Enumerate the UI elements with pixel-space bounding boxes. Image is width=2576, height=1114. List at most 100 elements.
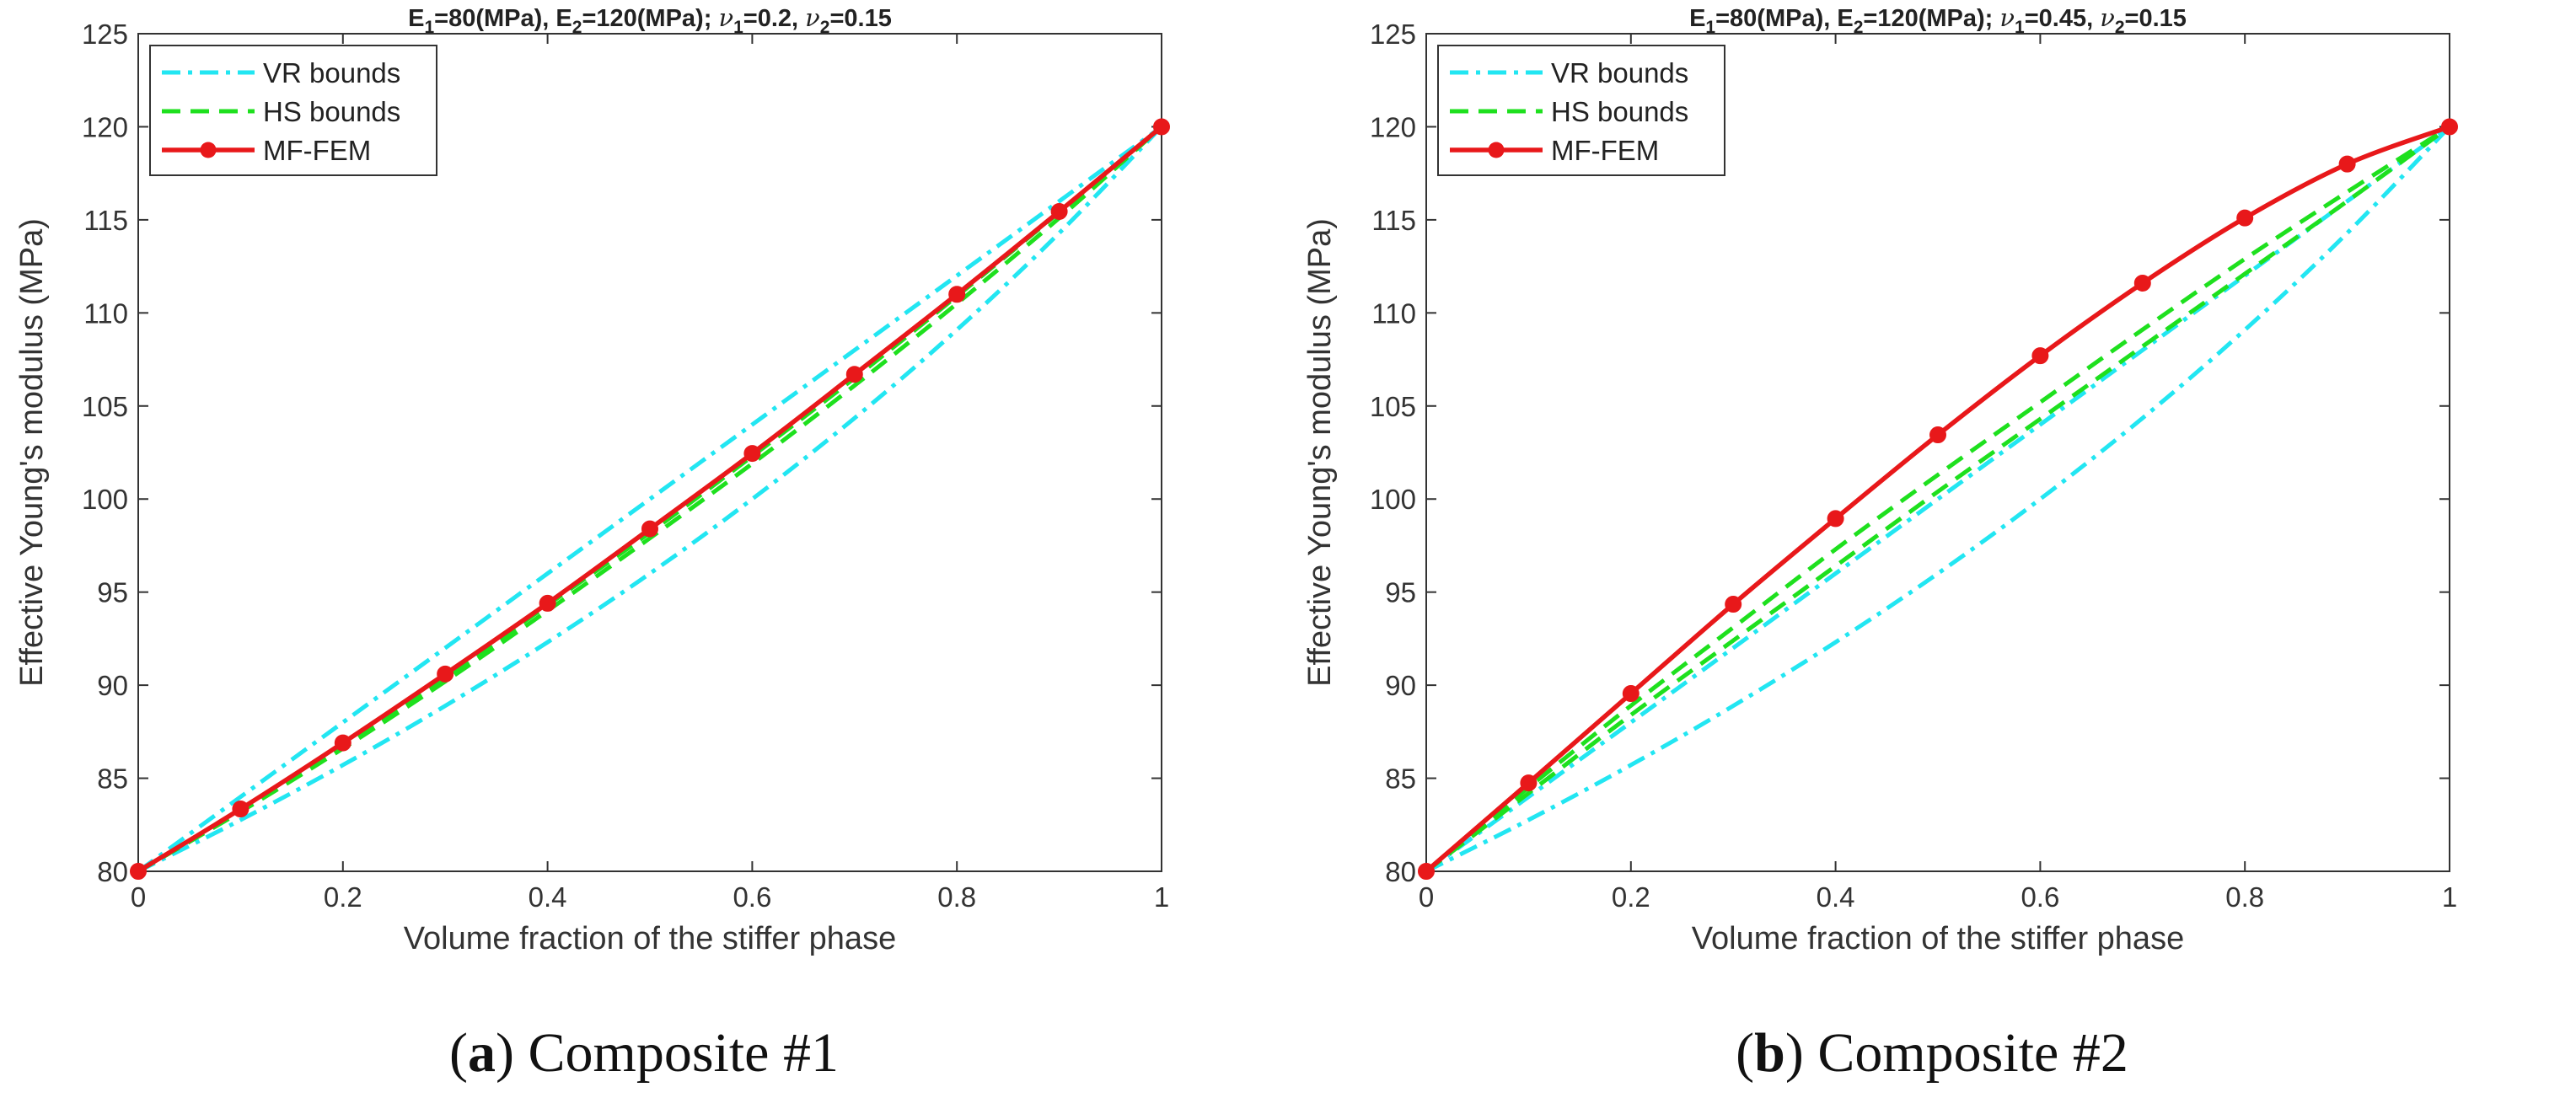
chart-a-ytick-label: 125 — [82, 19, 128, 50]
chart-a-mffem-point — [130, 863, 147, 880]
chart-b-title-part: 1 — [2015, 18, 2025, 37]
caption-b-letter: b — [1754, 1022, 1785, 1084]
chart-b-legend-marker — [1488, 142, 1505, 158]
chart-b-ytick-label: 105 — [1370, 391, 1416, 422]
chart-a-series-hs-boundslower — [138, 125, 1162, 871]
caption-a-letter: a — [467, 1022, 496, 1084]
chart-a-title-part: =0.2, — [743, 5, 805, 32]
chart-b-legend-label: HS bounds — [1551, 96, 1688, 127]
chart-b-title-part: E — [1837, 5, 1853, 32]
chart-a-mffem-point — [232, 801, 250, 818]
chart-b-series-hs-boundsupper — [1426, 125, 2450, 871]
chart-b-mffem-point — [2338, 155, 2356, 173]
chart-b-ytick-label: 90 — [1385, 670, 1416, 701]
chart-b-legend-label: MF-FEM — [1551, 135, 1659, 166]
chart-a-xtick-label: 0 — [131, 881, 146, 913]
chart-a-series-vr-boundsupper — [138, 125, 1162, 871]
chart-a-title-part: =0.15 — [829, 5, 891, 32]
chart-a-mffem-point — [539, 594, 556, 612]
chart-a-mffem-point — [1153, 118, 1170, 136]
chart-a-ytick-label: 105 — [82, 391, 128, 422]
chart-b-mffem-point — [2133, 274, 2151, 292]
chart-b-ytick-label: 125 — [1370, 19, 1416, 50]
chart-a-xtick-label: 0.2 — [324, 881, 362, 913]
chart-b-mffem-point — [1725, 596, 1742, 613]
caption-a-text: Composite #1 — [513, 1022, 839, 1084]
chart-b-xtick-label: 0.4 — [1817, 881, 1855, 913]
chart-a-title-part: ν — [718, 3, 733, 32]
chart-b-ytick-label: 85 — [1385, 763, 1416, 795]
chart-a-title-part: 1 — [424, 18, 434, 37]
chart-b-title-part: =80(MPa), — [1715, 5, 1837, 32]
chart-b-title-part: ν — [1999, 3, 2015, 32]
chart-a-xtick-label: 1 — [1154, 881, 1169, 913]
chart-b-xtick-label: 0.8 — [2225, 881, 2264, 913]
chart-b-title-part: 2 — [2115, 18, 2125, 37]
chart-a-title-part: E — [408, 5, 424, 32]
chart-b-ytick-label: 115 — [1371, 205, 1416, 236]
chart-b-title: E1=80(MPa), E2=120(MPa); ν1=0.45, ν2=0.1… — [1689, 3, 2187, 37]
chart-a-ytick-label: 115 — [83, 205, 128, 236]
chart-a-ytick-label: 95 — [97, 577, 128, 608]
chart-b-series-vr-boundslower — [1426, 125, 2450, 871]
chart-a-xlabel: Volume fraction of the stiffer phase — [404, 921, 896, 956]
chart-b-xlabel: Volume fraction of the stiffer phase — [1692, 921, 2184, 956]
chart-a-ytick-label: 100 — [82, 484, 128, 515]
chart-a-mffem-point — [1050, 202, 1068, 220]
chart-a-title-part: ν — [805, 3, 820, 32]
chart-a-mffem-point — [743, 445, 761, 463]
chart-a-legend-marker — [200, 142, 217, 158]
chart-a-title-part: 1 — [733, 18, 743, 37]
chart-b-title-part: =0.45, — [2025, 5, 2101, 32]
caption-a: (a) Composite #1 — [449, 1022, 839, 1084]
chart-a-xtick-label: 0.4 — [529, 881, 567, 913]
chart-a-title-part: E — [555, 5, 572, 32]
chart-panel-b: 0 0.2 0.4 0.6 0.8 1 80 85 90 95 100 105 110 115 120 125… — [1288, 0, 2576, 1114]
chart-a-mffem-point — [334, 734, 352, 752]
chart-b-xtick-label: 0 — [1419, 881, 1434, 913]
chart-b-mffem-point — [1520, 774, 1538, 792]
chart-b-legend-label: VR bounds — [1551, 57, 1688, 88]
chart-a-ytick-label: 110 — [83, 297, 128, 329]
chart-b-mffem-point — [1827, 510, 1844, 528]
chart-a-mffem-point — [641, 520, 658, 538]
chart-a-title-part: =120(MPa); — [582, 5, 718, 32]
chart-a-series-vr-boundslower — [138, 125, 1162, 871]
chart-b-title-part: ν — [2100, 3, 2115, 32]
chart-a-legend-label: MF-FEM — [263, 135, 371, 166]
chart-b-ytick-label: 110 — [1371, 297, 1416, 329]
chart-b-title-part: E — [1689, 5, 1705, 32]
chart-b-mffem-point — [2441, 118, 2458, 136]
chart-panel-a: 0 0.2 0.4 0.6 0.8 1 80 85 90 95 100 105 110 115 120 125… — [14, 3, 1170, 1084]
chart-a-title-part: =80(MPa), — [434, 5, 555, 32]
chart-b-ylabel: Effective Young's modulus (MPa) — [1302, 218, 1338, 687]
chart-b-title-part: 2 — [1854, 18, 1864, 37]
caption-b: (b) Composite #2 — [1736, 1022, 2128, 1084]
chart-b-title-part: =120(MPa); — [1863, 5, 1999, 32]
chart-a-xtick-label: 0.6 — [733, 881, 771, 913]
chart-b-ytick-label: 95 — [1385, 577, 1416, 608]
chart-b: 0 0.2 0.4 0.6 0.8 1 80 85 90 95 100 105 110 115 120 125… — [1302, 3, 2458, 956]
chart-b-series-hs-boundslower — [1426, 125, 2450, 871]
chart-b-mffem-point — [2236, 209, 2254, 227]
chart-b-ytick-label: 100 — [1370, 484, 1416, 515]
chart-a-title-part: 2 — [572, 18, 582, 37]
chart-b-ytick-label: 80 — [1385, 856, 1416, 887]
chart-a: 0 0.2 0.4 0.6 0.8 1 80 85 90 95 100 105 110 115 120 125… — [14, 3, 1170, 956]
chart-a-ytick-label: 80 — [97, 856, 128, 887]
chart-b-series-vr-boundsupper — [1426, 125, 2450, 871]
chart-a-xtick-label: 0.8 — [937, 881, 976, 913]
chart-a-legend-label: VR bounds — [263, 57, 400, 88]
chart-b-mffem-point — [2031, 347, 2049, 365]
caption-b-text: Composite #2 — [1803, 1022, 2128, 1084]
chart-b-xtick-label: 1 — [2442, 881, 2457, 913]
chart-a-ytick-label: 90 — [97, 670, 128, 701]
chart-a-mffem-point — [845, 366, 863, 383]
chart-b-title-part: =0.15 — [2125, 5, 2187, 32]
chart-a-ytick-label: 120 — [82, 111, 128, 142]
chart-a-title-part: 2 — [820, 18, 830, 37]
chart-a-ytick-label: 85 — [97, 763, 128, 795]
chart-a-mffem-point — [948, 286, 966, 303]
chart-b-xtick-label: 0.2 — [1612, 881, 1650, 913]
chart-b-mffem-point — [1622, 685, 1640, 703]
